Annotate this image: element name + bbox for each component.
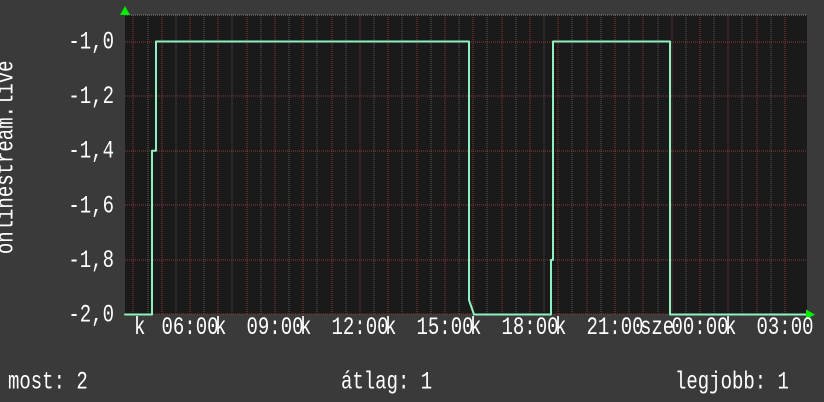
svg-text:15:00: 15:00 [417,313,474,342]
svg-text:-1,0: -1,0 [68,27,114,56]
svg-text:-1,2: -1,2 [68,82,114,111]
svg-text:átlag: 1: átlag: 1 [341,367,432,396]
svg-text:-1,4: -1,4 [68,136,114,165]
svg-text:k: k [134,313,145,342]
svg-text:-2,0: -2,0 [68,300,114,329]
svg-text:09:00: 09:00 [247,313,304,342]
svg-text:12:00: 12:00 [332,313,389,342]
svg-text:18:00: 18:00 [502,313,559,342]
svg-text:most: 2: most: 2 [8,367,88,396]
svg-text:k: k [215,313,226,342]
svg-text:-1,6: -1,6 [68,191,114,220]
svg-text:legjobb: 1: legjobb: 1 [675,367,789,396]
svg-text:06:00: 06:00 [162,313,219,342]
svg-text:k: k [300,313,311,342]
svg-text:k: k [555,313,566,342]
svg-text:03:00: 03:00 [757,313,814,342]
svg-text:sze: sze [640,313,674,342]
svg-text:k: k [470,313,481,342]
svg-text:21:00: 21:00 [587,313,644,342]
svg-text:k: k [725,313,736,342]
svg-text:onlinestream.live: onlinestream.live [0,60,20,254]
svg-text:00:00: 00:00 [672,313,729,342]
svg-text:k: k [385,313,396,342]
svg-text:-1,8: -1,8 [68,245,114,274]
